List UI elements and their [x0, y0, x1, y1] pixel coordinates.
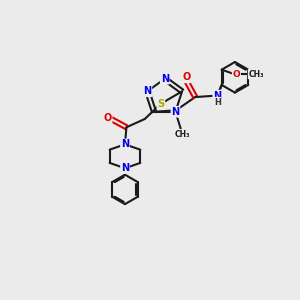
Text: N: N [171, 107, 179, 117]
Text: O: O [232, 70, 240, 79]
Text: N: N [213, 91, 221, 100]
Text: O: O [103, 112, 112, 123]
Text: O: O [182, 72, 190, 82]
Text: H: H [214, 98, 221, 106]
Text: N: N [143, 86, 152, 96]
Text: N: N [121, 163, 129, 173]
Text: N: N [161, 74, 169, 84]
Text: N: N [121, 140, 129, 149]
Text: CH₃: CH₃ [248, 70, 264, 79]
Text: CH₃: CH₃ [175, 130, 190, 139]
Text: S: S [157, 99, 164, 109]
